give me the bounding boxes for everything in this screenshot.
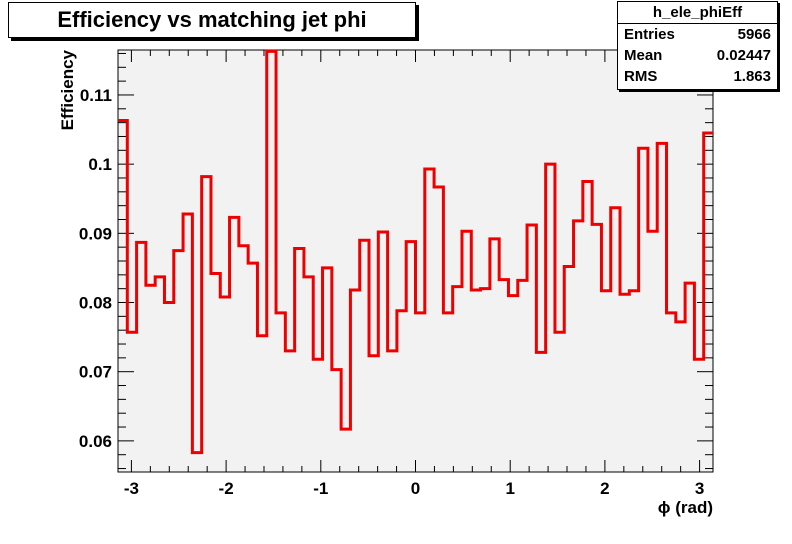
x-tick-label: 1 [505, 479, 514, 498]
x-tick-label: -3 [124, 479, 139, 498]
y-tick-label: 0.1 [88, 155, 112, 174]
stats-row-rms: RMS 1.863 [618, 66, 777, 87]
x-tick-label: -1 [313, 479, 328, 498]
chart-title: Efficiency vs matching jet phi [57, 7, 367, 32]
y-tick-label: 0.07 [79, 363, 112, 382]
stats-name: h_ele_phiEff [618, 2, 777, 24]
tick-labels: -3 -2 -1 0 1 2 3 0.06 0.07 0.08 0.09 0.1 0.11 [79, 86, 704, 498]
y-tick-label: 0.11 [80, 86, 112, 105]
stats-label: Entries [624, 26, 675, 43]
y-tick-label: 0.09 [79, 224, 112, 243]
stats-row-mean: Mean 0.02447 [618, 45, 777, 66]
x-axis-label: ϕ (rad) [658, 498, 713, 517]
stats-label: RMS [624, 68, 658, 85]
stats-value: 5966 [737, 26, 771, 43]
series-layer [118, 49, 713, 455]
series-line [118, 49, 713, 455]
y-tick-label: 0.06 [79, 432, 112, 451]
x-tick-label: 2 [600, 479, 609, 498]
y-axis-label: Efficiency [58, 49, 77, 130]
stats-value: 1.863 [733, 68, 771, 85]
title-box: Efficiency vs matching jet phi [8, 2, 416, 38]
y-tick-label: 0.08 [79, 294, 112, 313]
axis-ticks [118, 50, 713, 472]
x-tick-label: 3 [695, 479, 704, 498]
x-tick-label: -2 [219, 479, 234, 498]
stats-row-entries: Entries 5966 [618, 24, 777, 45]
stats-value: 0.02447 [716, 47, 771, 64]
x-tick-label: 0 [411, 479, 420, 498]
stats-box: h_ele_phiEff Entries 5966 Mean 0.02447 R… [617, 1, 778, 90]
stats-label: Mean [624, 47, 663, 64]
